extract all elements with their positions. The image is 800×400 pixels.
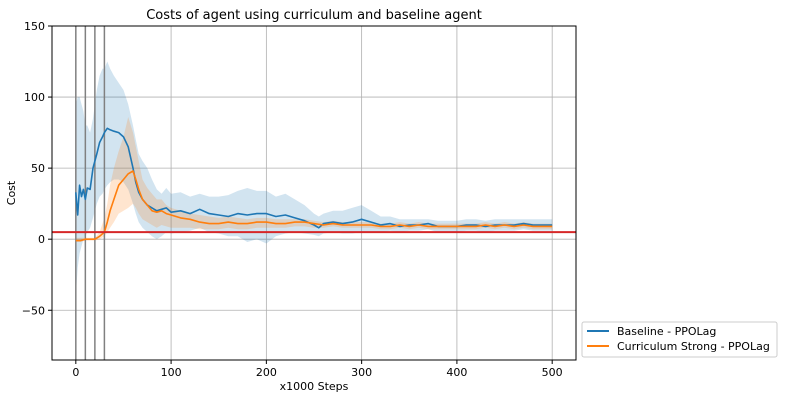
chart-title: Costs of agent using curriculum and base… <box>146 8 482 23</box>
legend-label-curriculum: Curriculum Strong - PPOLag <box>617 340 770 353</box>
series-line-1 <box>75 170 553 242</box>
y-tick-label: −50 <box>22 304 45 317</box>
x-axis-title: x1000 Steps <box>280 380 349 393</box>
x-tick-label: 500 <box>542 366 563 379</box>
x-tick-label: 400 <box>446 366 467 379</box>
y-tick-label: 150 <box>24 20 45 33</box>
legend-box <box>581 321 778 358</box>
y-tick-label: 0 <box>38 233 45 246</box>
x-tick-label: 100 <box>161 366 182 379</box>
x-tick-label: 0 <box>72 366 79 379</box>
x-tick-label: 200 <box>256 366 277 379</box>
legend-label-baseline: Baseline - PPOLag <box>617 325 716 338</box>
series-lines <box>75 127 553 242</box>
y-tick-label: 50 <box>31 162 45 175</box>
legend: Baseline - PPOLag Curriculum Strong - PP… <box>581 321 778 358</box>
x-tick-label: 300 <box>351 366 372 379</box>
axis-ticks: 0 100 200 300 400 500 −50 0 50 100 150 <box>22 20 563 379</box>
y-axis-title: Cost <box>5 180 18 205</box>
y-tick-label: 100 <box>24 91 45 104</box>
plot-frame <box>51 25 577 361</box>
